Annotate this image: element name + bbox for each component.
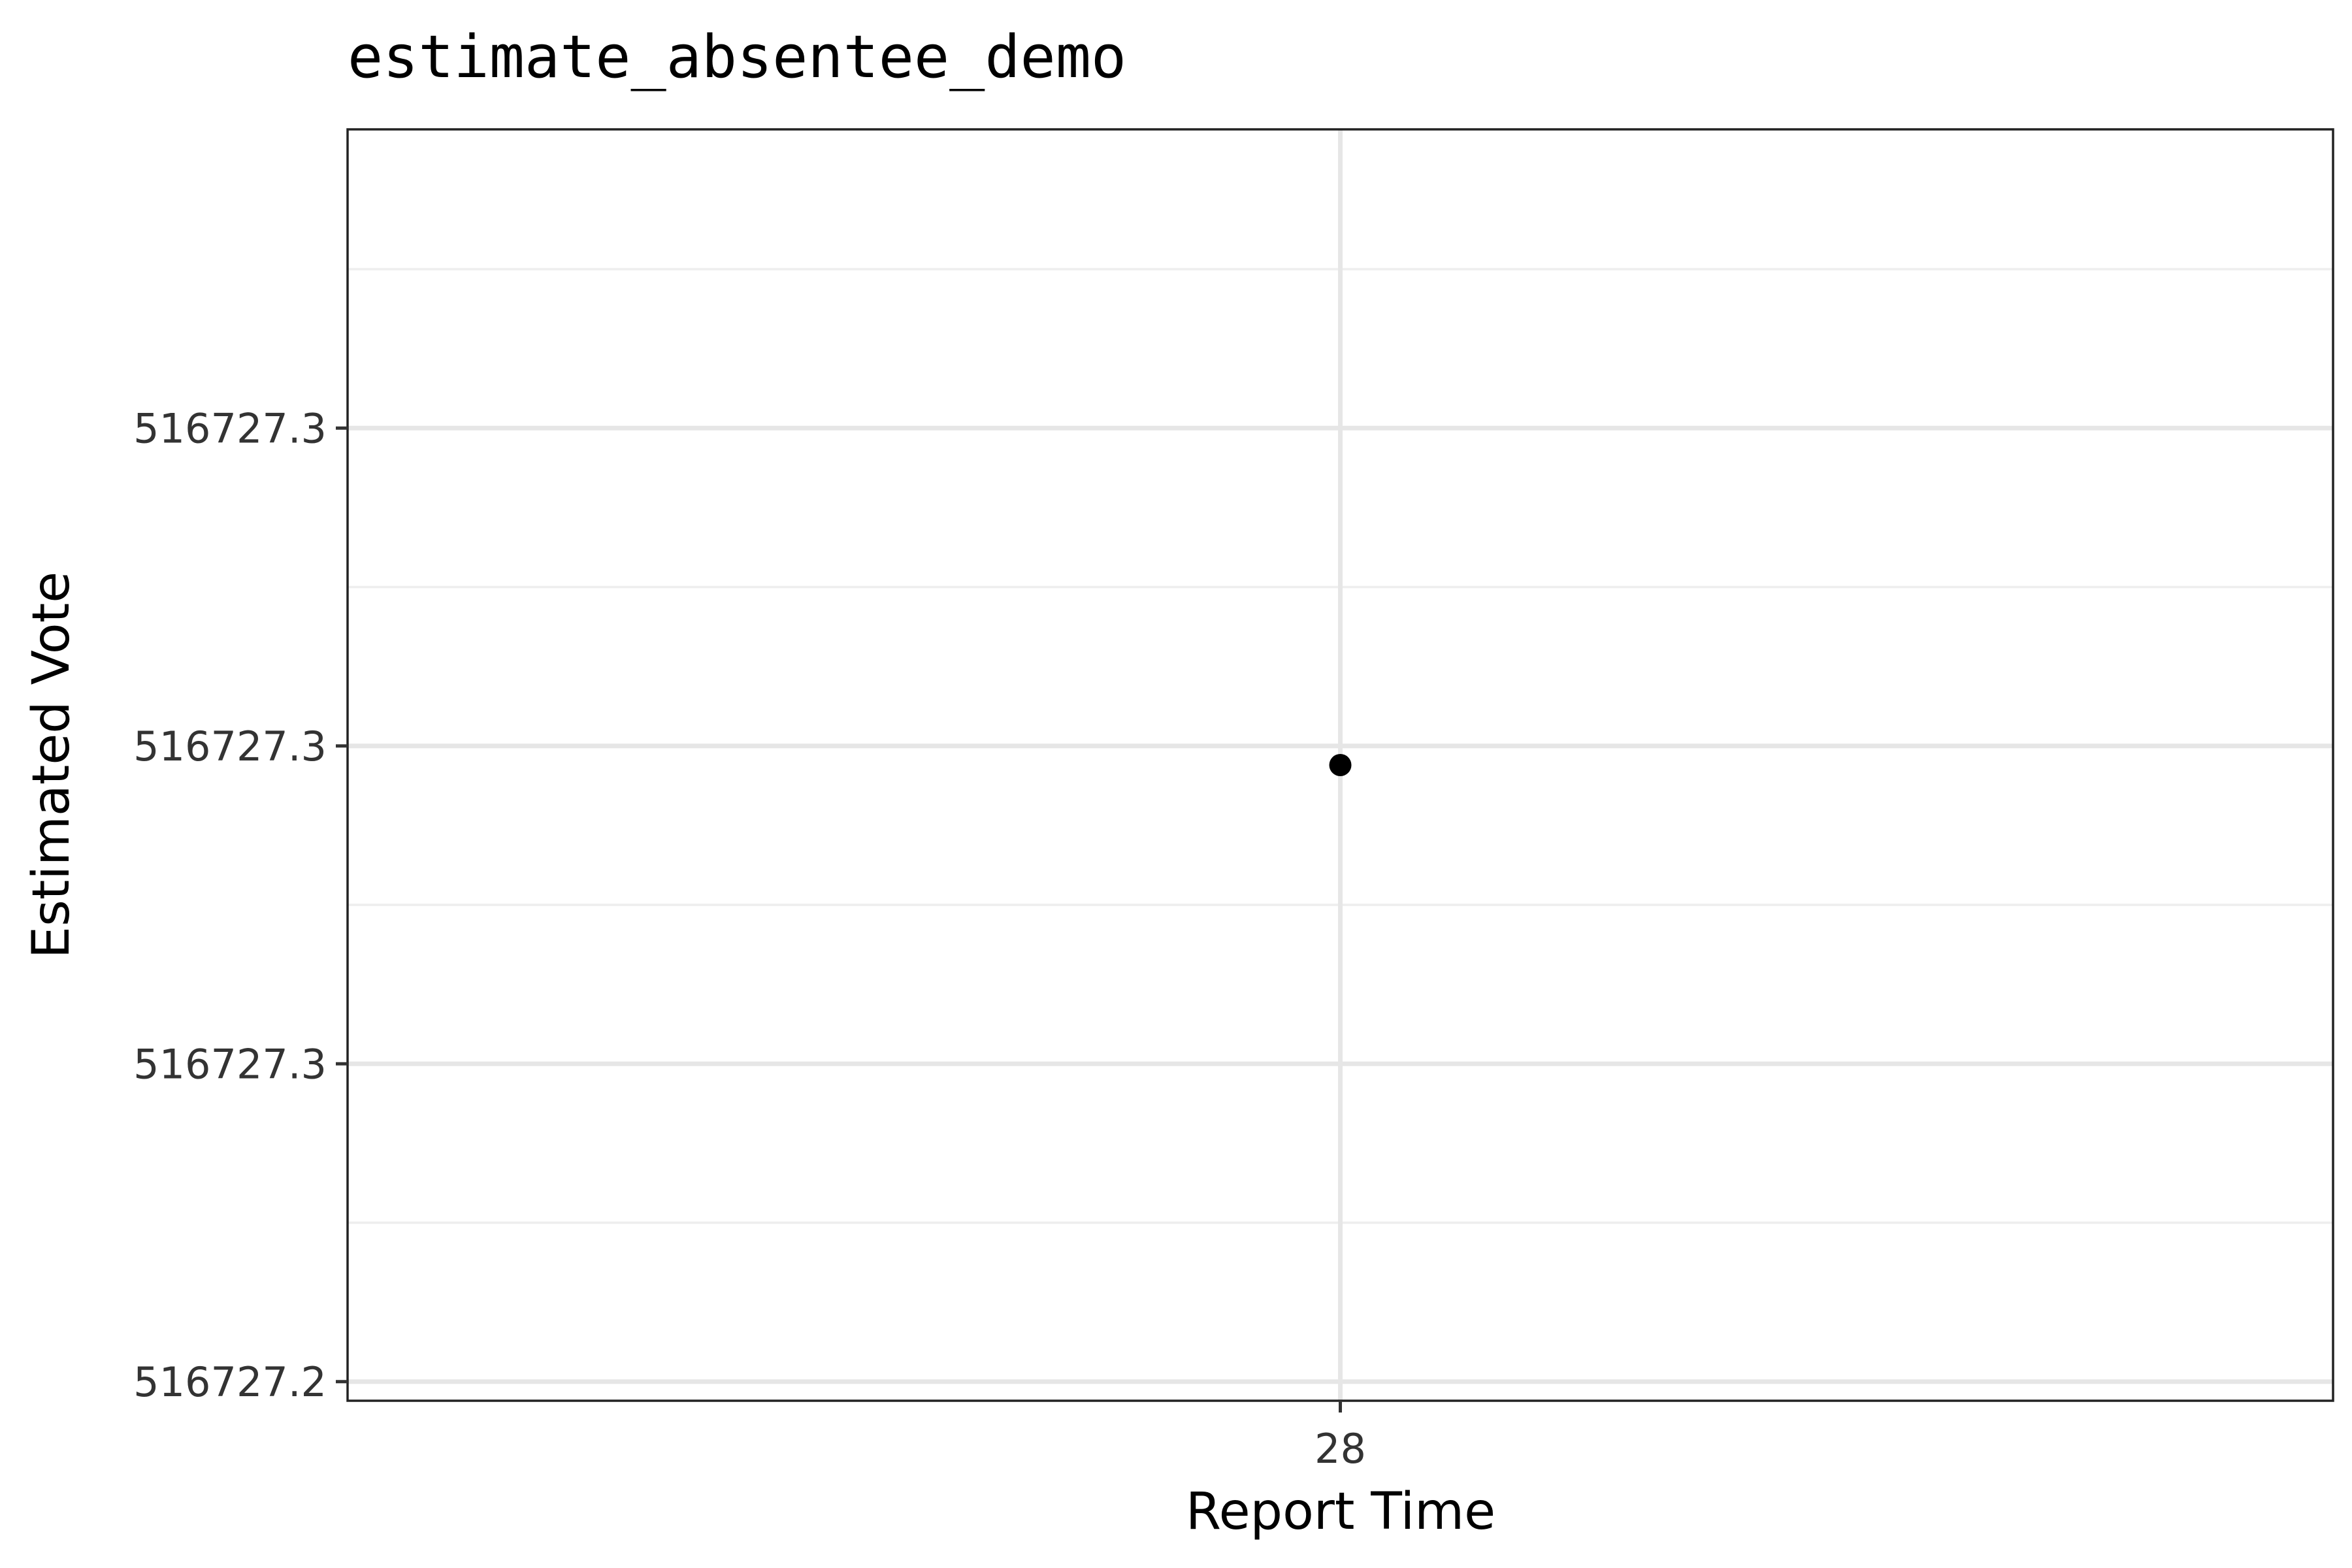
y-tick-label-3: 516727.3 bbox=[133, 404, 327, 452]
data-points bbox=[1329, 754, 1352, 776]
chart-title: estimate_absentee_demo bbox=[348, 23, 1126, 91]
y-tick-label-0: 516727.2 bbox=[133, 1358, 327, 1406]
y-tick-label-2: 516727.3 bbox=[133, 723, 327, 770]
y-tick-label-1: 516727.3 bbox=[133, 1040, 327, 1088]
x-axis-title: Report Time bbox=[1186, 1482, 1495, 1541]
x-tick-label-0: 28 bbox=[1315, 1425, 1366, 1473]
data-point-0 bbox=[1329, 754, 1352, 776]
axes: 516727.2 516727.3 516727.3 516727.3 28 bbox=[133, 404, 1366, 1473]
y-axis-title: Estimated Vote bbox=[22, 572, 81, 958]
